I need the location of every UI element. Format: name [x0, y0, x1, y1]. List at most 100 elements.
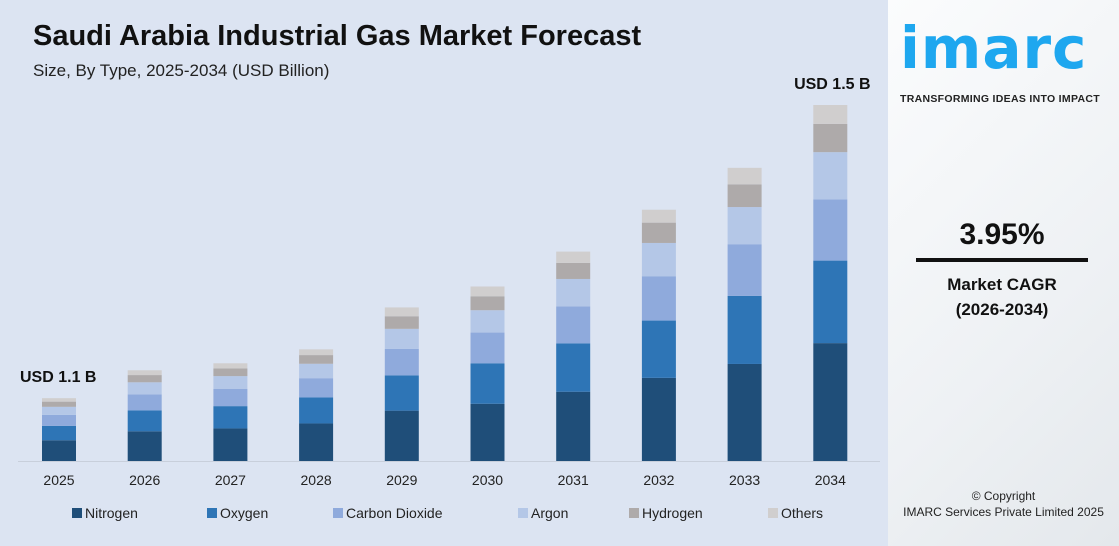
bar-segment-others-2034 — [813, 105, 848, 124]
cagr-period: (2026-2034) — [955, 300, 1049, 319]
bar-segment-nitrogen-2033 — [727, 363, 762, 461]
bar-segment-oxygen-2032 — [641, 320, 676, 378]
bar-segment-hydrogen-2025 — [42, 401, 76, 407]
bar-segment-nitrogen-2026 — [127, 431, 162, 461]
bar-segment-nitrogen-2029 — [384, 410, 419, 461]
legend-label: Nitrogen — [85, 505, 138, 521]
total-annotation: USD 1.1 B — [20, 369, 96, 386]
bar-segment-carbon-dioxide-2029 — [384, 348, 419, 376]
bar-segment-others-2026 — [127, 370, 162, 376]
bar-segment-carbon-dioxide-2027 — [213, 388, 248, 407]
bar-segment-argon-2028 — [299, 363, 334, 379]
copyright-line2: IMARC Services Private Limited 2025 — [903, 505, 1104, 519]
cagr-label: Market CAGR (2026-2034) — [916, 272, 1088, 322]
bar-segment-nitrogen-2028 — [299, 423, 334, 461]
x-tick-label: 2031 — [558, 472, 589, 488]
bar-segment-oxygen-2025 — [42, 425, 76, 441]
copyright-line1: © Copyright — [971, 489, 1036, 503]
bar-segment-hydrogen-2034 — [813, 123, 848, 153]
bar-segment-oxygen-2033 — [727, 295, 762, 364]
x-tick-label: 2025 — [43, 472, 74, 488]
bar-segment-hydrogen-2028 — [299, 355, 334, 364]
bar-segment-carbon-dioxide-2025 — [42, 414, 76, 426]
bar-segment-argon-2026 — [127, 382, 162, 395]
cagr-label-text: Market CAGR — [947, 275, 1057, 294]
total-annotation: USD 1.5 B — [794, 76, 870, 93]
bar-segment-others-2031 — [556, 251, 591, 263]
bar-segment-argon-2030 — [470, 310, 505, 333]
legend-item-nitrogen: Nitrogen — [72, 505, 138, 521]
bar-segment-carbon-dioxide-2031 — [556, 306, 591, 344]
x-tick-label: 2029 — [386, 472, 417, 488]
bar-segment-argon-2025 — [42, 406, 76, 415]
cagr-divider — [916, 258, 1088, 262]
bar-segment-nitrogen-2025 — [42, 440, 76, 461]
x-tick-label: 2026 — [129, 472, 160, 488]
bar-segment-hydrogen-2026 — [127, 375, 162, 383]
bar-segment-hydrogen-2032 — [641, 222, 676, 243]
bar-segment-oxygen-2034 — [813, 260, 848, 344]
bar-segment-argon-2032 — [641, 242, 676, 277]
legend-item-argon: Argon — [518, 505, 568, 521]
bar-segment-carbon-dioxide-2028 — [299, 378, 334, 398]
bar-segment-carbon-dioxide-2033 — [727, 244, 762, 296]
bar-segment-others-2030 — [470, 286, 505, 297]
bar-segment-argon-2031 — [556, 278, 591, 307]
chart-subtitle: Size, By Type, 2025-2034 (USD Billion) — [33, 61, 330, 80]
copyright: © Copyright IMARC Services Private Limit… — [888, 488, 1119, 520]
x-tick-label: 2032 — [643, 472, 674, 488]
bar-segment-argon-2034 — [813, 152, 848, 200]
bar-segment-oxygen-2028 — [299, 397, 334, 424]
legend-label: Oxygen — [220, 505, 269, 521]
bar-segment-oxygen-2029 — [384, 375, 419, 411]
x-tick-label: 2030 — [472, 472, 503, 488]
x-tick-label: 2027 — [215, 472, 246, 488]
x-tick-label: 2028 — [301, 472, 332, 488]
brand-tagline: TRANSFORMING IDEAS INTO IMPACT — [900, 93, 1100, 105]
bar-segment-nitrogen-2031 — [556, 391, 591, 461]
bar-segment-hydrogen-2027 — [213, 368, 248, 377]
legend-swatch — [768, 508, 778, 518]
bar-segment-carbon-dioxide-2034 — [813, 199, 848, 261]
legend-swatch — [333, 508, 343, 518]
legend-item-hydrogen: Hydrogen — [629, 505, 703, 521]
legend-swatch — [207, 508, 217, 518]
bar-segment-carbon-dioxide-2026 — [127, 394, 162, 411]
bar-segment-nitrogen-2034 — [813, 343, 848, 461]
bar-segment-nitrogen-2032 — [641, 377, 676, 461]
legend-label: Others — [781, 505, 824, 521]
bar-segment-hydrogen-2033 — [727, 184, 762, 208]
legend-label: Hydrogen — [642, 505, 703, 521]
bar-segment-argon-2027 — [213, 376, 248, 389]
legend-item-carbon-dioxide: Carbon Dioxide — [333, 505, 443, 521]
bar-segment-hydrogen-2030 — [470, 296, 505, 311]
bar-segment-others-2028 — [299, 349, 334, 356]
bar-segment-nitrogen-2027 — [213, 428, 248, 461]
legend-label: Carbon Dioxide — [346, 505, 443, 521]
x-tick-label: 2034 — [815, 472, 846, 488]
bar-segment-others-2033 — [727, 167, 762, 185]
x-tick-label: 2033 — [729, 472, 760, 488]
bar-segment-nitrogen-2030 — [470, 403, 505, 461]
legend-swatch — [518, 508, 528, 518]
bar-segment-others-2032 — [641, 209, 676, 223]
imarc-logo: imarc — [900, 14, 1088, 82]
bar-segment-hydrogen-2031 — [556, 262, 591, 279]
legend-item-oxygen: Oxygen — [207, 505, 268, 521]
bar-segment-others-2027 — [213, 363, 248, 369]
cagr-value: 3.95% — [959, 218, 1045, 251]
legend-label: Argon — [531, 505, 569, 521]
brand-panel — [888, 0, 1119, 546]
stacked-bar-chart: 2025 2026 2027 2028 2029 2030 2031 2032 2033 2034… — [18, 76, 880, 488]
legend-item-others: Others — [768, 505, 823, 521]
bar-segment-oxygen-2026 — [127, 410, 162, 432]
bar-segment-others-2025 — [42, 398, 76, 402]
bar-segment-argon-2029 — [384, 328, 419, 349]
legend-swatch — [629, 508, 639, 518]
bar-segment-argon-2033 — [727, 207, 762, 245]
chart-title: Saudi Arabia Industrial Gas Market Forec… — [33, 20, 642, 52]
bar-segment-carbon-dioxide-2030 — [470, 332, 505, 364]
legend-swatch — [72, 508, 82, 518]
legend: Nitrogen Oxygen Carbon Dioxide Argon Hydroge… — [0, 505, 888, 523]
bar-segment-others-2029 — [384, 307, 419, 317]
